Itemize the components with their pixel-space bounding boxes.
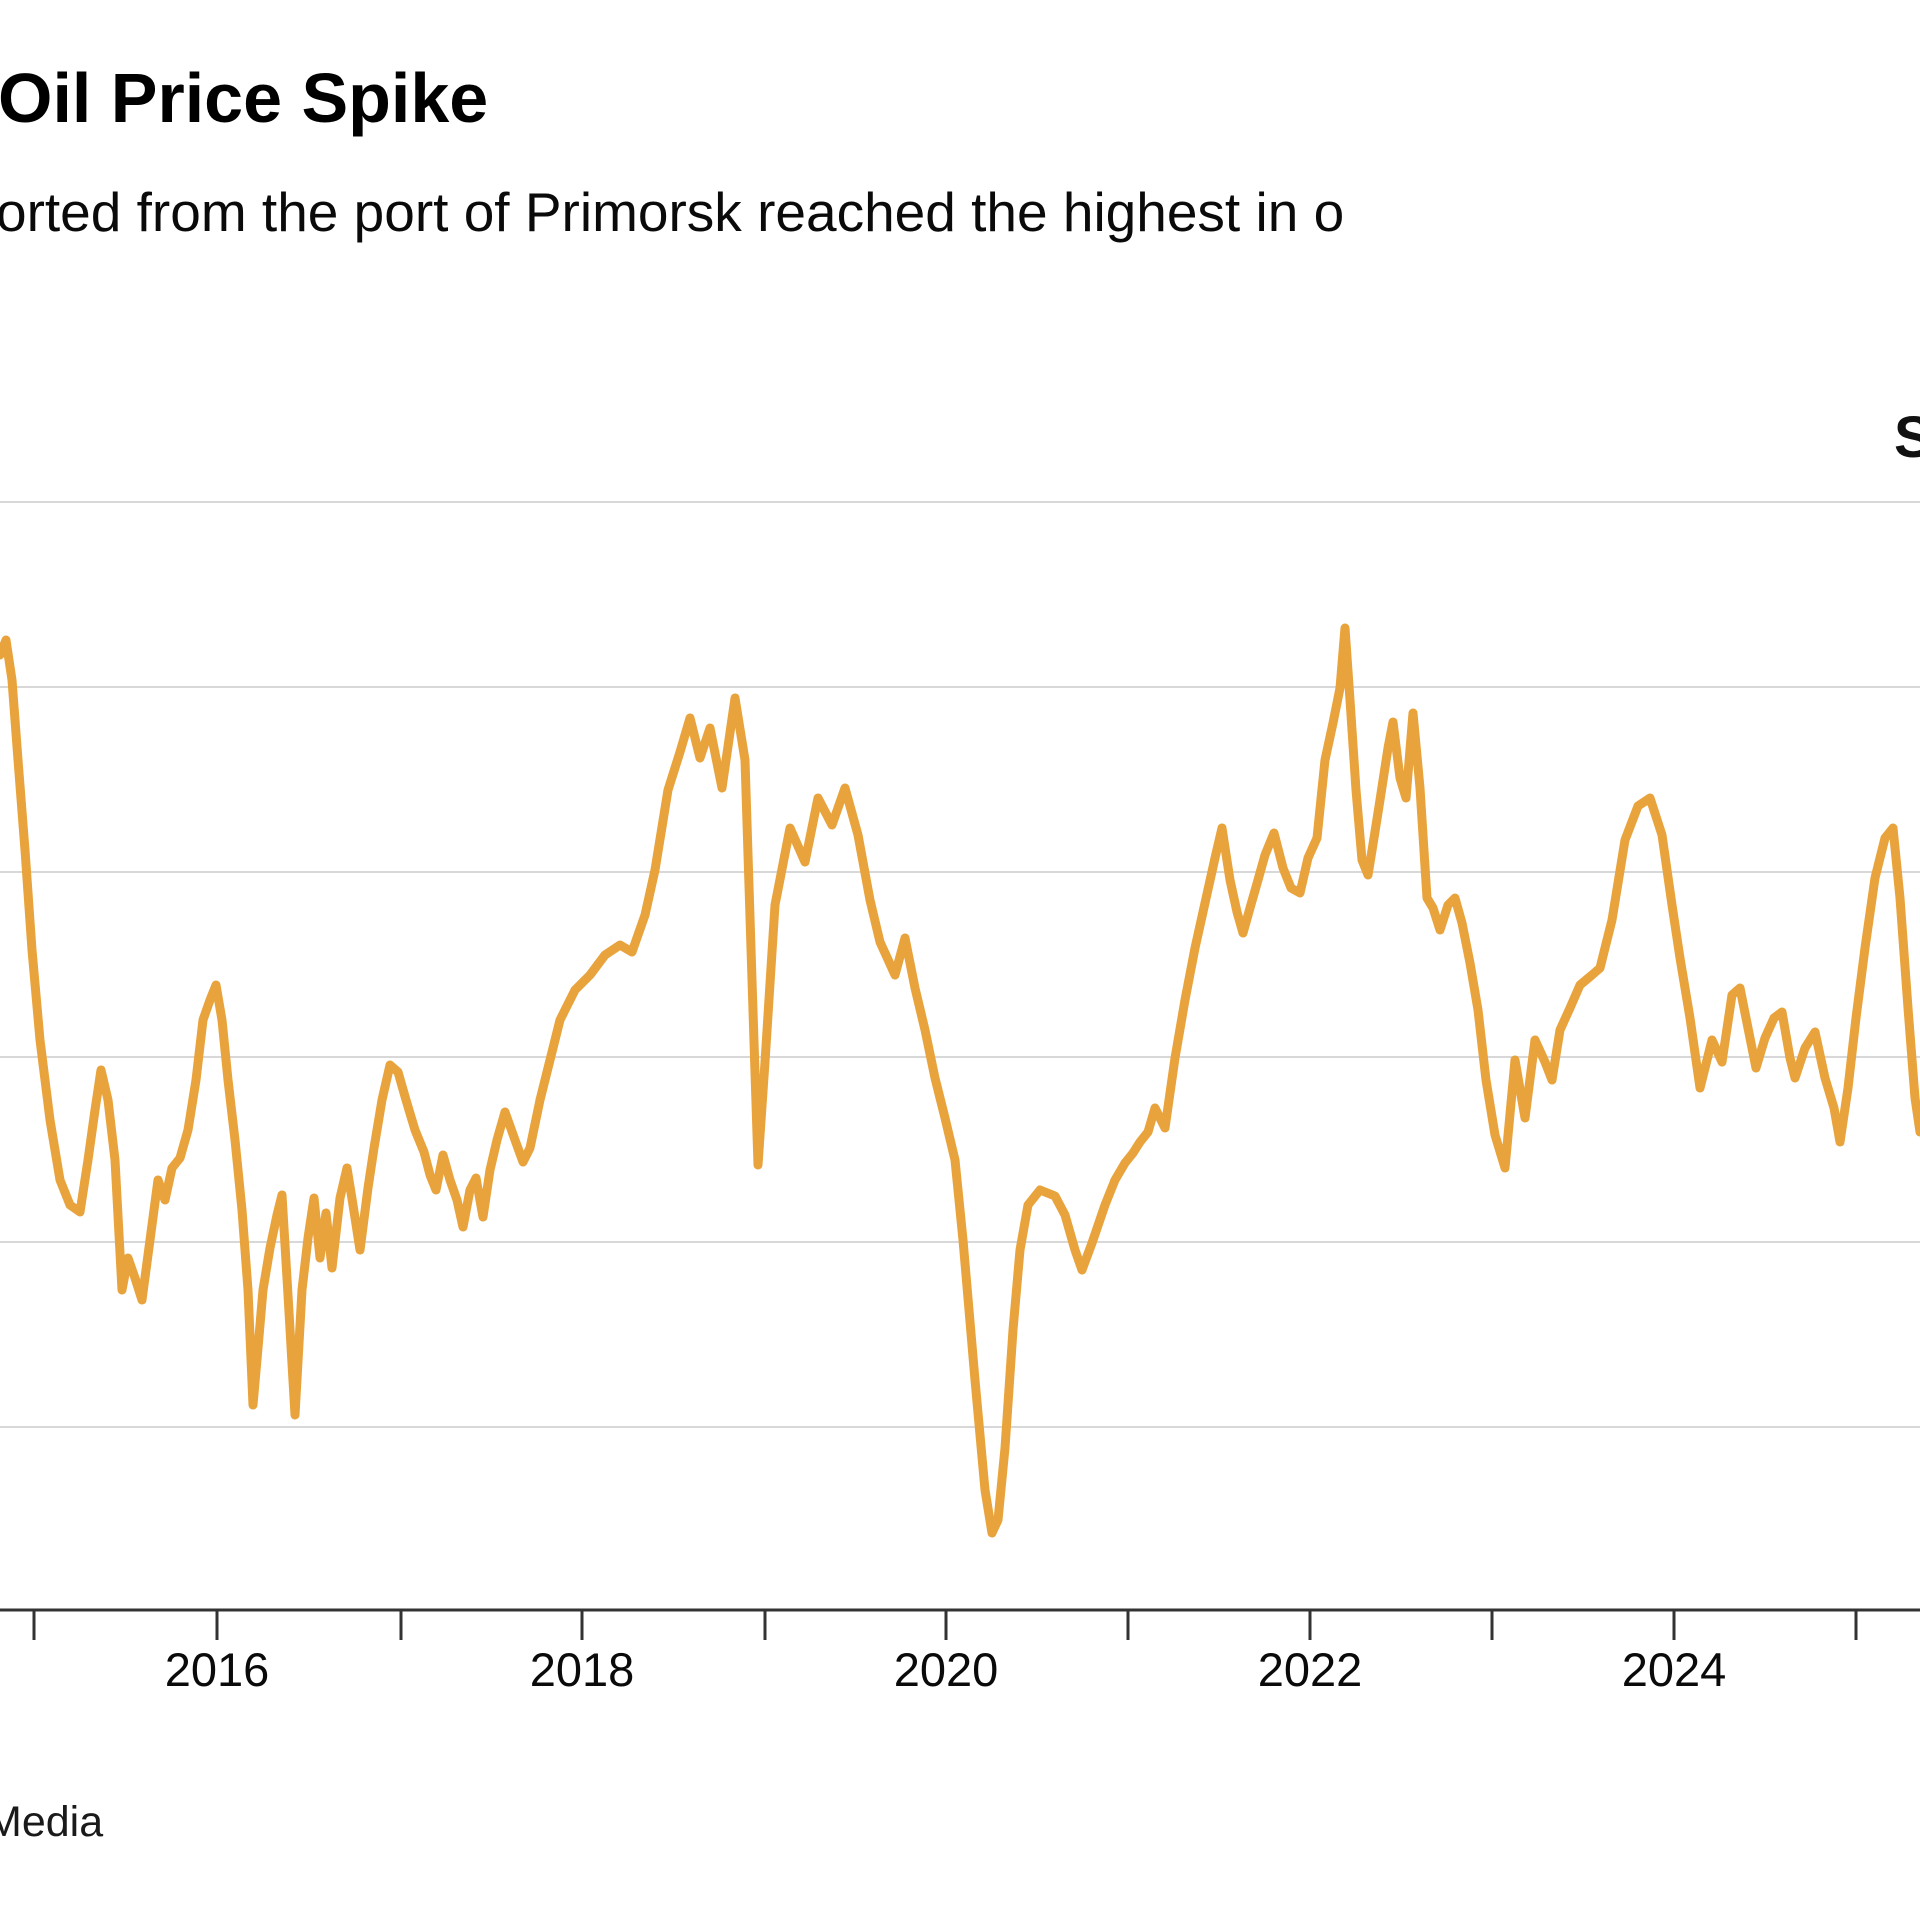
chart-subtitle: orted from the port of Primorsk reached … (0, 181, 1345, 243)
x-tick-label-2020: 2020 (893, 1643, 999, 1696)
shipping-rate-line (0, 623, 1920, 1538)
x-tick-label-2022: 2022 (1257, 1643, 1363, 1696)
chart-title: Oil Price Spike (0, 59, 489, 137)
x-tick-label-2016: 2016 (164, 1643, 270, 1696)
source-credit: Media (0, 1798, 104, 1846)
y-axis-unit-label: S (1894, 405, 1920, 470)
x-tick-label-2024: 2024 (1621, 1643, 1727, 1696)
x-tick-label-2018: 2018 (529, 1643, 635, 1696)
